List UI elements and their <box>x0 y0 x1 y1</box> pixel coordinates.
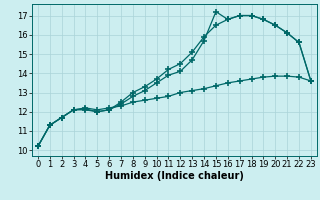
X-axis label: Humidex (Indice chaleur): Humidex (Indice chaleur) <box>105 171 244 181</box>
